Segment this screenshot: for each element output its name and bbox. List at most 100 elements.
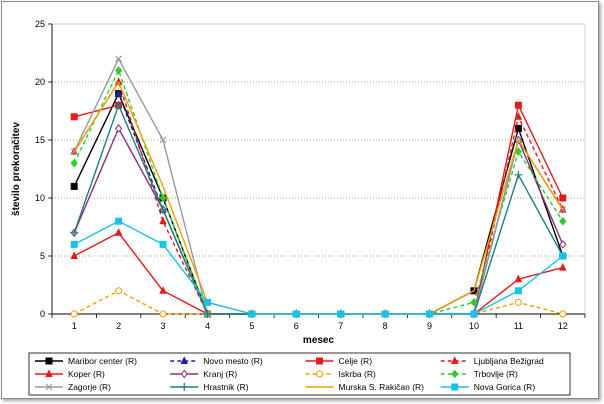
- y-tick-label: 15: [35, 135, 45, 145]
- legend-item-7: Trbovlje (R): [440, 369, 518, 379]
- y-tick-label: 5: [40, 251, 45, 261]
- data-point: [159, 205, 168, 214]
- legend-marker: [180, 356, 189, 364]
- data-point: [70, 310, 78, 318]
- series-3: [70, 77, 567, 317]
- data-point: [559, 216, 567, 226]
- data-point: [514, 274, 523, 283]
- data-point: [114, 66, 123, 75]
- legend-item-2: Celje (R): [305, 356, 373, 366]
- data-point: [114, 88, 123, 97]
- y-axis-title: število prekoračitev: [11, 122, 22, 216]
- series-line: [73, 220, 564, 315]
- series-line: [74, 104, 564, 315]
- data-point: [70, 113, 78, 121]
- data-point: [292, 310, 300, 318]
- series-8: [70, 55, 567, 318]
- legend-box: [28, 352, 571, 396]
- data-point: [159, 136, 167, 144]
- legend-marker: [451, 369, 459, 379]
- series-10: [73, 81, 564, 315]
- series-line: [73, 58, 564, 315]
- data-point: [559, 240, 567, 249]
- data-point: [514, 124, 522, 132]
- legend-label: Novo mesto (R): [203, 356, 263, 366]
- legend-marker: [316, 357, 323, 365]
- legend-label: Kranj (R): [203, 369, 237, 379]
- legend-marker: [316, 370, 323, 378]
- legend-label: Maribor center (R): [68, 356, 137, 366]
- legend-label: Koper (R): [68, 369, 105, 379]
- legend-marker: [45, 369, 53, 377]
- data-point: [470, 310, 478, 318]
- data-point: [514, 101, 522, 109]
- data-point: [203, 298, 211, 306]
- legend-marker: [451, 383, 459, 391]
- data-point: [514, 112, 523, 120]
- series-line: [73, 104, 564, 315]
- x-tick-label: 8: [383, 321, 388, 331]
- data-point: [203, 310, 212, 318]
- legend-marker: [180, 383, 189, 391]
- legend-label: Celje (R): [339, 356, 373, 366]
- x-tick-label: 3: [161, 321, 166, 331]
- series-line: [73, 92, 564, 315]
- data-point: [115, 55, 123, 63]
- data-point: [114, 101, 123, 110]
- x-tick-label: 1: [72, 321, 77, 331]
- data-point: [559, 194, 567, 202]
- legend-item-0: Maribor center (R): [35, 356, 137, 366]
- legend-marker: [45, 383, 53, 391]
- legend-label: Trbovlje (R): [474, 369, 518, 379]
- data-point: [470, 298, 478, 307]
- series-line: [73, 127, 564, 315]
- x-tick-label: 4: [205, 321, 210, 331]
- legend-marker: [450, 356, 459, 364]
- series-6: [70, 287, 567, 318]
- legend-label: Murska S. Rakičan (R): [339, 382, 425, 392]
- series-5: [70, 124, 567, 319]
- legend-item-11: Nova Gorica (R): [440, 382, 536, 392]
- data-point: [114, 228, 123, 236]
- data-point: [115, 217, 123, 225]
- legend-item-4: Koper (R): [35, 369, 105, 379]
- data-point: [70, 228, 79, 237]
- x-tick-label: 11: [514, 321, 523, 331]
- data-point: [159, 310, 167, 318]
- data-point: [559, 252, 567, 260]
- y-tick-label: 0: [40, 309, 45, 319]
- data-point: [159, 193, 167, 203]
- data-point: [159, 216, 167, 225]
- data-point: [248, 310, 256, 318]
- series-line: [73, 81, 564, 315]
- legend-label: Iskrba (R): [339, 369, 376, 379]
- data-point: [559, 310, 567, 318]
- legend-item-1: Novo mesto (R): [170, 356, 263, 366]
- data-point: [381, 310, 389, 318]
- data-point: [159, 286, 167, 294]
- legend-label: Nova Gorica (R): [474, 382, 536, 392]
- series-9: [70, 101, 567, 318]
- data-point: [159, 240, 167, 248]
- x-tick-label: 2: [116, 321, 121, 331]
- series-layer: [70, 55, 567, 319]
- series-line: [117, 93, 564, 315]
- data-point: [70, 251, 79, 259]
- legend-label: Ljubljana Bežigrad: [474, 356, 544, 366]
- data-point: [70, 240, 78, 248]
- data-point: [426, 310, 434, 318]
- series-line: [73, 69, 564, 315]
- legend-label: Hrastnik (R): [203, 382, 249, 392]
- legend-label: Zagorje (R): [68, 382, 111, 392]
- legend-marker: [180, 369, 188, 379]
- data-point: [70, 158, 78, 168]
- legend-item-9: Hrastnik (R): [170, 382, 249, 392]
- data-point: [337, 310, 345, 318]
- data-point: [514, 298, 522, 306]
- series-0: [70, 90, 567, 318]
- y-tick-label: 25: [35, 19, 45, 29]
- data-point: [558, 262, 567, 271]
- series-11: [70, 217, 567, 318]
